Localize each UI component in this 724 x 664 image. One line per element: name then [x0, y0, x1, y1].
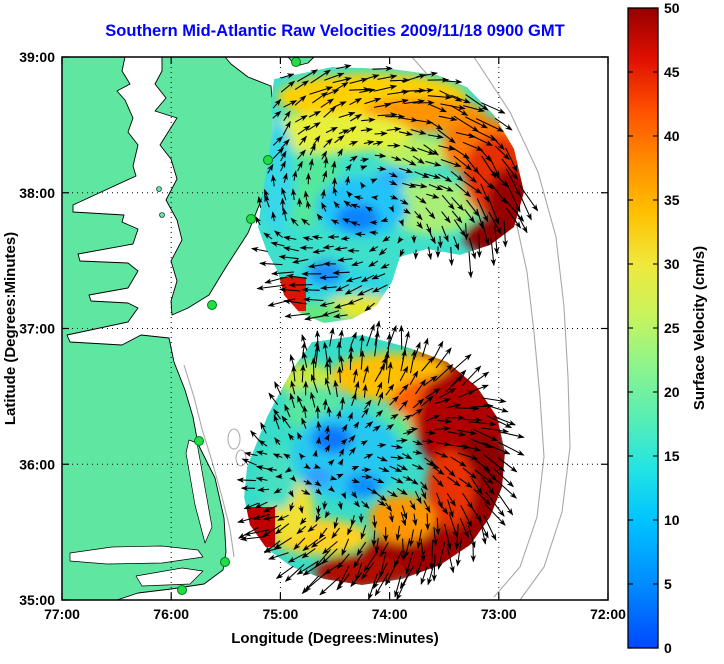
velocity-arrow [427, 513, 428, 529]
colorbar-tick-label: 35 [664, 192, 680, 208]
radar-site-dot [221, 558, 230, 567]
x-tick-label: 75:00 [262, 606, 298, 622]
colorbar-tick-label: 10 [664, 512, 680, 528]
y-tick-label: 38:00 [19, 185, 55, 201]
colorbar-tick-label: 15 [664, 448, 680, 464]
velocity-arrow [473, 539, 474, 562]
colorbar-label: Surface Velocity (cm/s) [691, 246, 708, 410]
x-tick-label: 74:00 [372, 606, 408, 622]
y-tick-label: 35:00 [19, 592, 55, 608]
colorbar-tick-label: 25 [664, 320, 680, 336]
velocity-arrow [423, 441, 434, 442]
colorbar-tick-label: 20 [664, 384, 680, 400]
colorbar-tick-label: 45 [664, 64, 680, 80]
colorbar-tick-label: 50 [664, 0, 680, 16]
chart-title: Southern Mid-Atlantic Raw Velocities 200… [105, 22, 564, 40]
y-tick-label: 36:00 [19, 456, 55, 472]
radar-site-dot [292, 58, 301, 67]
radar-site-dot [195, 437, 204, 446]
velocity-arrow [302, 290, 319, 291]
radar-site-dot [247, 215, 256, 224]
bay-island [160, 213, 165, 218]
velocity-arrow [463, 420, 482, 421]
velocity-arrow [375, 133, 387, 134]
y-tick-label: 37:00 [19, 321, 55, 337]
x-tick-label: 76:00 [153, 606, 189, 622]
velocity-arrow [440, 236, 441, 248]
map-plot-area [62, 57, 608, 600]
velocity-arrow [416, 250, 417, 259]
radar-site-dot [208, 301, 217, 310]
velocity-arrow [356, 234, 365, 235]
colorbar-tick-label: 40 [664, 128, 680, 144]
y-tick-label: 39:00 [19, 49, 55, 65]
velocity-arrow [372, 197, 377, 198]
velocity-arrow [289, 285, 312, 286]
colorbar-tick-label: 0 [664, 640, 672, 656]
colorbar-tick-label: 30 [664, 256, 680, 272]
velocity-arrow [362, 477, 372, 478]
velocity-arrow [276, 476, 282, 477]
velocity-arrow [299, 199, 300, 207]
velocity-arrow [362, 470, 370, 471]
velocity-arrow [342, 238, 350, 239]
radar-site-dot [178, 586, 187, 595]
x-tick-label: 77:00 [44, 606, 80, 622]
x-tick-label: 73:00 [481, 606, 517, 622]
x-tick-label: 72:00 [590, 606, 626, 622]
radar-site-dot [264, 156, 273, 165]
velocity-arrow [387, 352, 388, 370]
colorbar-tick-label: 5 [664, 576, 672, 592]
x-axis-label: Longitude (Degrees:Minutes) [231, 630, 439, 647]
bay-island [157, 187, 162, 192]
velocity-arrow [313, 358, 314, 380]
y-axis-label: Latitude (Degrees:Minutes) [2, 232, 19, 425]
